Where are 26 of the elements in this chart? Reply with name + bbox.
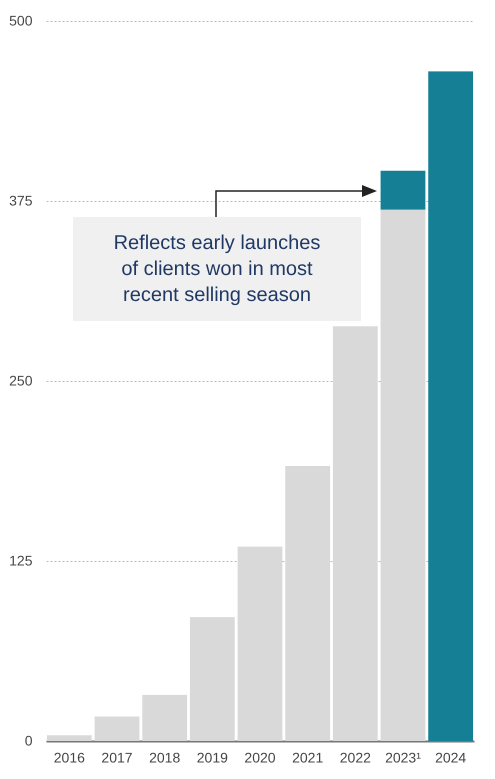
bar [380,170,426,210]
y-tick-label: 125 [9,552,33,568]
bar [332,326,378,741]
x-tick-label: 2019 [196,750,228,766]
y-tick-label: 250 [9,372,33,388]
bar [142,694,188,741]
bar [428,71,474,741]
bar [238,546,282,741]
y-tick-label: 500 [9,12,33,28]
x-tick-label: 2017 [101,750,133,766]
x-tick-label: 2024 [435,750,466,766]
x-tick-label: 2022 [340,750,372,766]
x-tick-label: 2018 [149,750,180,766]
y-tick-label: 375 [9,192,33,208]
x-tick-label: 2016 [54,750,86,766]
bar [190,617,235,741]
x-tick-label: 2021 [292,750,324,766]
bar [94,716,140,741]
note-box: Reflects early launches of clients won in most recent selling season [73,217,361,321]
annotation: Reflects early launches of clients won in most recent selling season [114,231,320,308]
x-tick-label: 2023¹ [385,750,422,766]
y-tick-label: 0 [24,732,33,748]
bar [380,210,426,741]
bar [285,466,330,741]
bar [46,735,92,741]
x-tick-label: 2020 [244,750,276,766]
